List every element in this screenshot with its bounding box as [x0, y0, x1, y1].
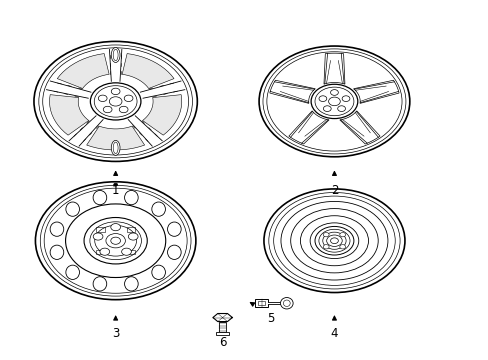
- Ellipse shape: [111, 237, 120, 244]
- Polygon shape: [70, 116, 103, 146]
- Polygon shape: [128, 116, 161, 146]
- Bar: [126, 250, 135, 254]
- Ellipse shape: [330, 238, 338, 244]
- Ellipse shape: [66, 265, 80, 279]
- Text: 2: 2: [330, 184, 338, 197]
- Ellipse shape: [167, 245, 181, 260]
- Ellipse shape: [50, 222, 63, 236]
- Ellipse shape: [326, 235, 342, 247]
- Bar: [96, 227, 104, 231]
- Ellipse shape: [337, 106, 345, 112]
- Ellipse shape: [339, 245, 345, 249]
- Polygon shape: [49, 95, 88, 135]
- Polygon shape: [122, 54, 174, 89]
- Ellipse shape: [93, 233, 103, 240]
- Ellipse shape: [328, 97, 340, 106]
- Ellipse shape: [323, 245, 328, 249]
- Bar: [96, 250, 104, 254]
- Polygon shape: [57, 54, 109, 89]
- Ellipse shape: [339, 233, 345, 237]
- Polygon shape: [269, 80, 315, 103]
- Text: 6: 6: [219, 337, 226, 350]
- Polygon shape: [140, 82, 184, 98]
- Polygon shape: [142, 95, 182, 135]
- Polygon shape: [47, 82, 91, 98]
- Ellipse shape: [124, 190, 138, 205]
- Ellipse shape: [114, 183, 117, 186]
- Ellipse shape: [66, 202, 80, 216]
- Bar: [219, 322, 225, 332]
- Polygon shape: [110, 49, 121, 81]
- Ellipse shape: [280, 297, 292, 309]
- Bar: [254, 299, 268, 307]
- Ellipse shape: [111, 88, 120, 95]
- Ellipse shape: [111, 224, 120, 231]
- Ellipse shape: [128, 233, 138, 240]
- Bar: [216, 332, 228, 335]
- Polygon shape: [324, 53, 344, 84]
- Ellipse shape: [323, 106, 330, 112]
- Ellipse shape: [103, 106, 112, 113]
- Ellipse shape: [323, 233, 328, 237]
- Ellipse shape: [50, 245, 63, 260]
- Ellipse shape: [122, 248, 131, 255]
- Bar: [126, 227, 135, 231]
- Bar: [257, 301, 265, 305]
- Ellipse shape: [111, 48, 120, 63]
- Ellipse shape: [151, 265, 165, 279]
- Text: 1: 1: [112, 184, 119, 197]
- Ellipse shape: [151, 202, 165, 216]
- Text: 3: 3: [112, 327, 119, 340]
- Text: 4: 4: [330, 327, 338, 340]
- Ellipse shape: [318, 96, 326, 102]
- Ellipse shape: [124, 95, 133, 102]
- Ellipse shape: [119, 106, 128, 113]
- Ellipse shape: [98, 95, 107, 102]
- Ellipse shape: [167, 222, 181, 236]
- Ellipse shape: [330, 90, 338, 95]
- Ellipse shape: [106, 234, 125, 248]
- Polygon shape: [86, 126, 144, 150]
- Ellipse shape: [124, 277, 138, 291]
- Ellipse shape: [93, 277, 106, 291]
- Ellipse shape: [109, 97, 122, 106]
- Ellipse shape: [342, 96, 349, 102]
- Polygon shape: [353, 80, 398, 103]
- Text: 5: 5: [267, 312, 274, 325]
- Polygon shape: [339, 111, 379, 144]
- Polygon shape: [288, 111, 328, 144]
- Ellipse shape: [100, 248, 109, 255]
- Ellipse shape: [111, 140, 120, 156]
- Ellipse shape: [93, 190, 106, 205]
